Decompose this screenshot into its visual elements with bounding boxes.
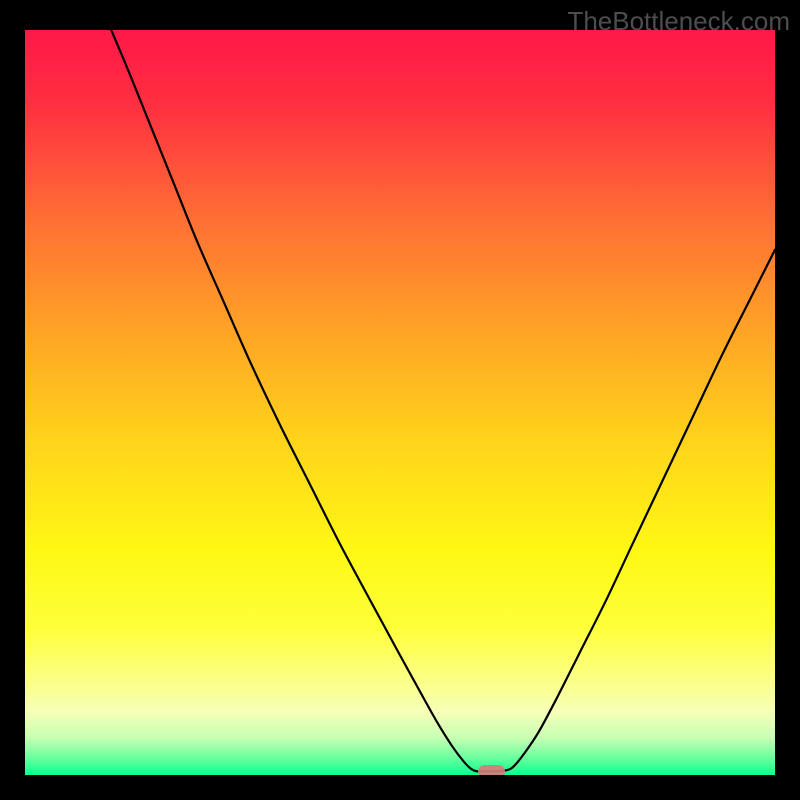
watermark-text: TheBottleneck.com: [567, 6, 790, 37]
optimal-marker: [478, 765, 505, 775]
chart-svg: [25, 30, 775, 775]
chart-frame: TheBottleneck.com: [0, 0, 800, 800]
plot-area: [25, 30, 775, 775]
chart-background: [25, 30, 775, 775]
